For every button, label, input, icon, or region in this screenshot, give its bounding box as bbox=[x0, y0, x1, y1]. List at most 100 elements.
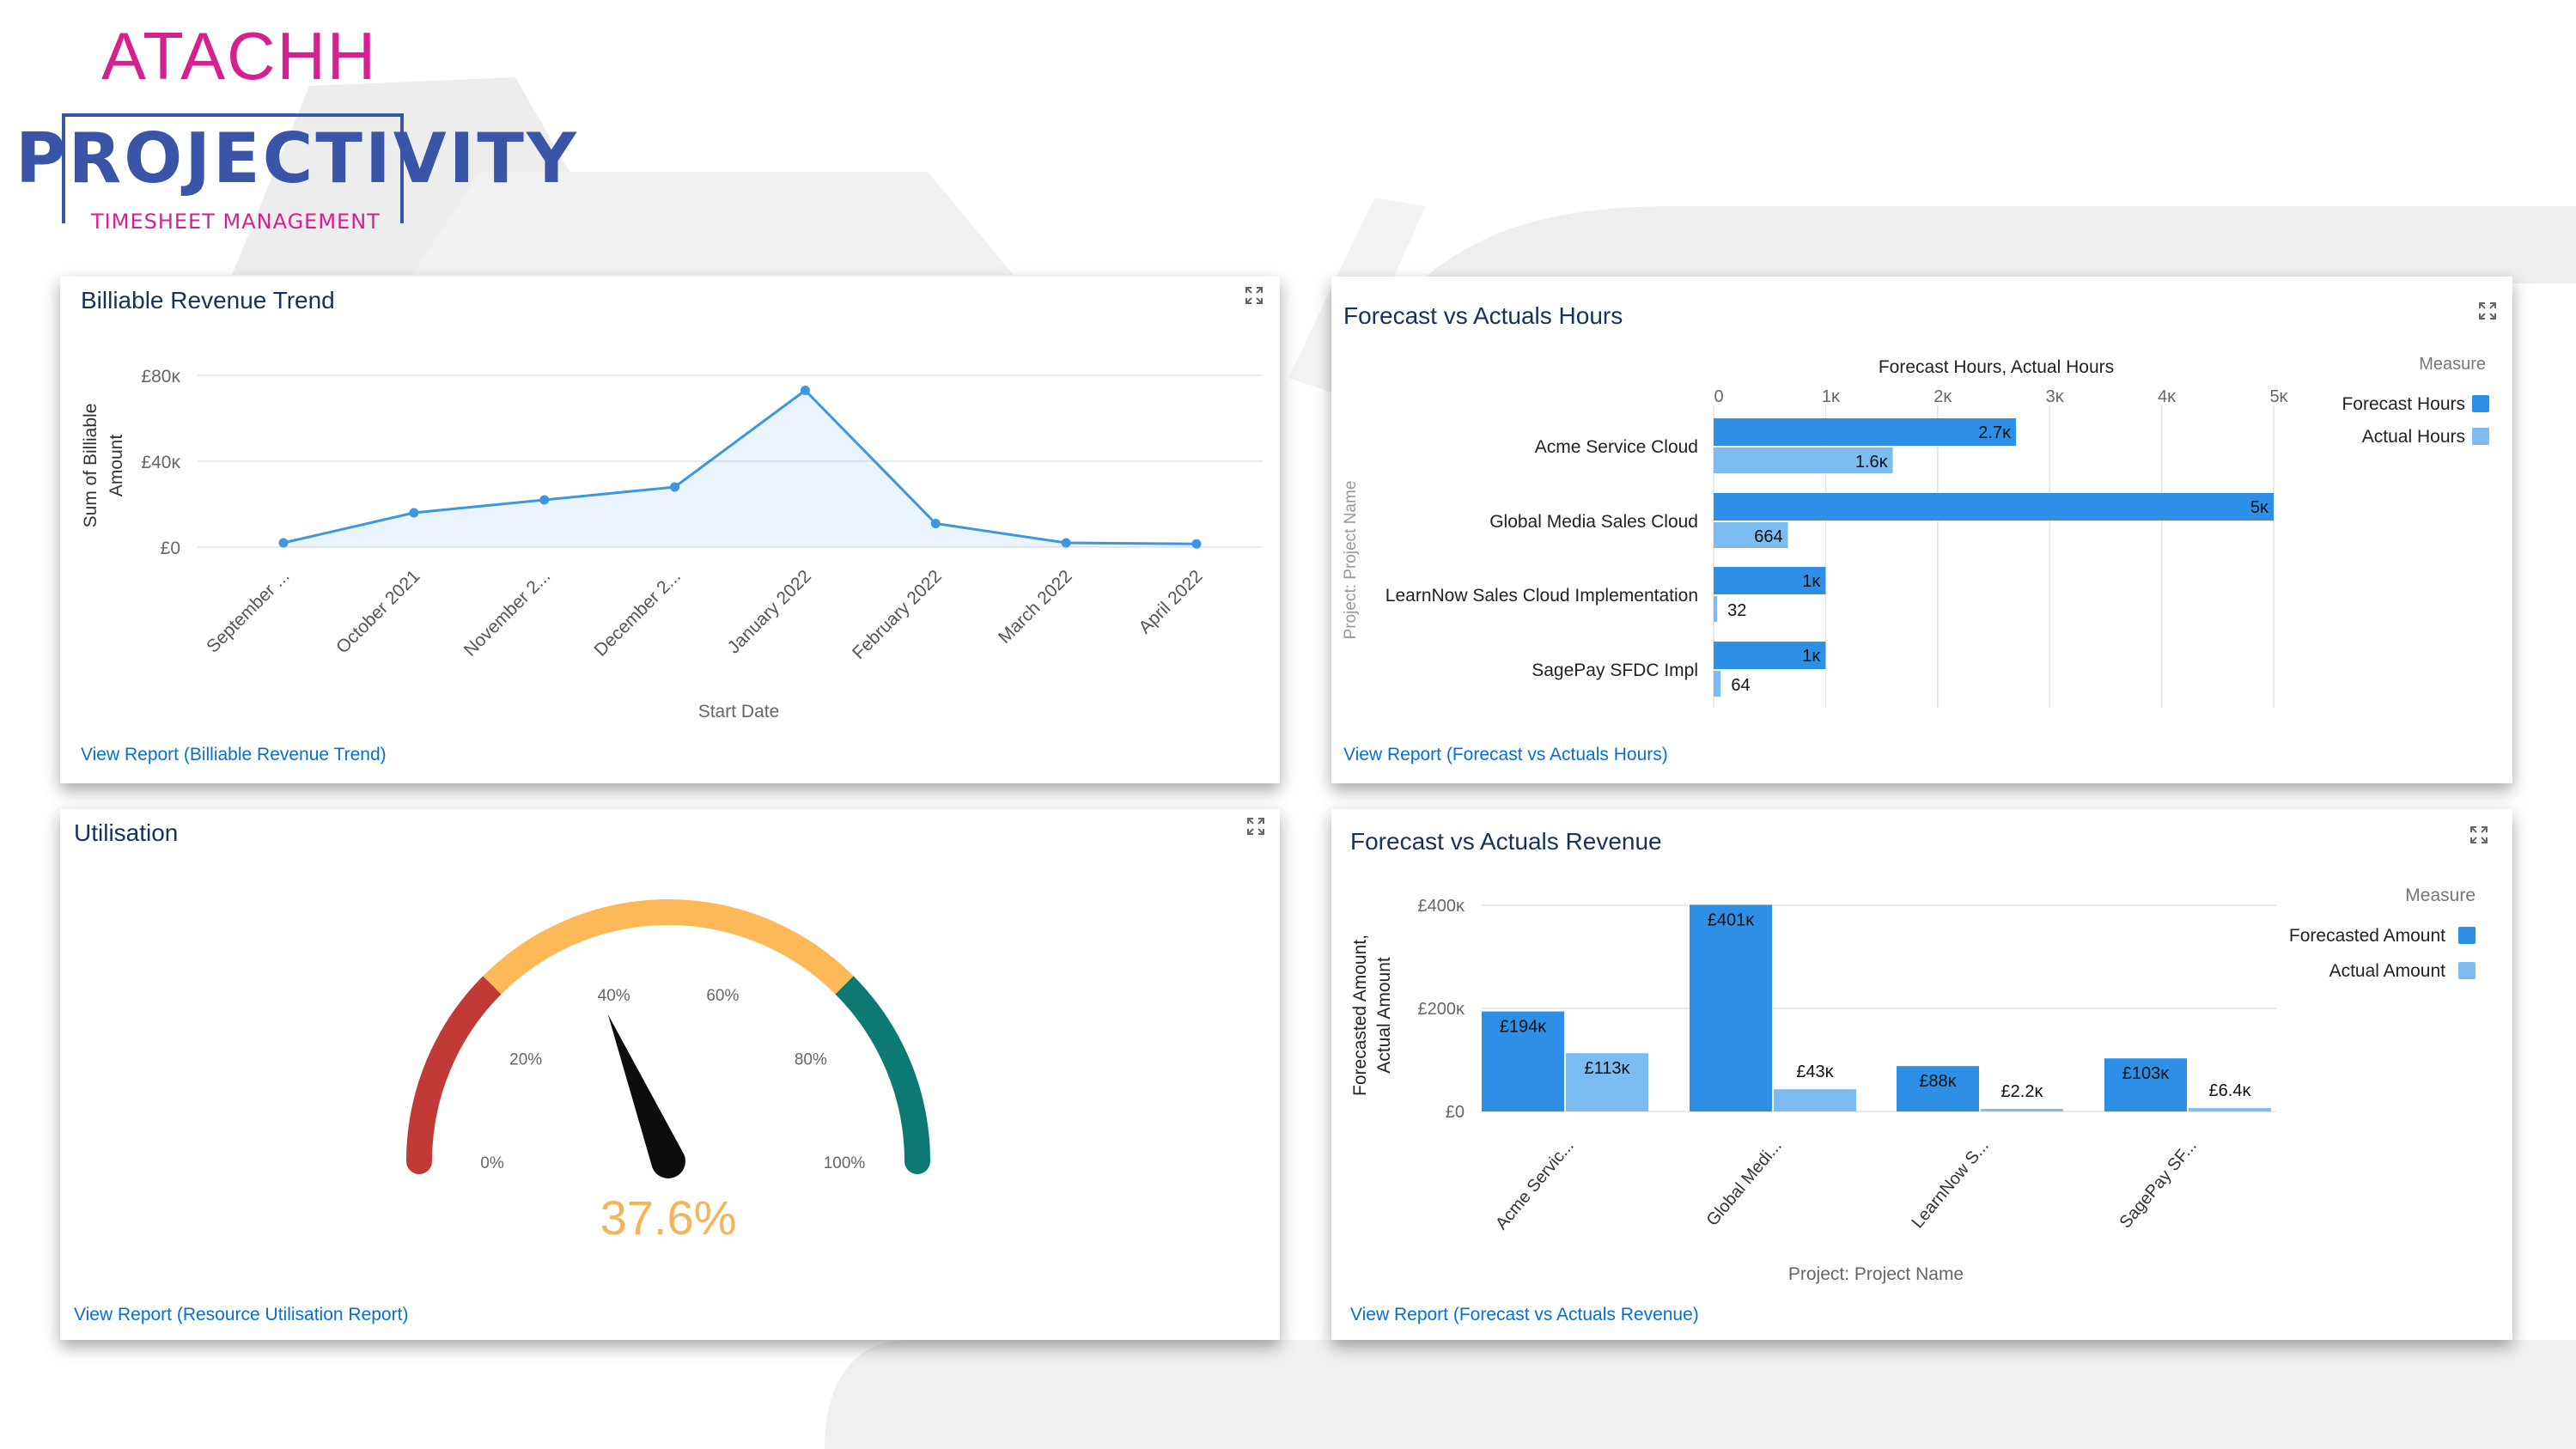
data-point bbox=[800, 386, 810, 395]
revenue-chart: £0 £200ĸ £400ĸ £194ĸ £113ĸ Acme Servic... £401… bbox=[1350, 886, 2476, 1284]
x-axis-title: Project: Project Name bbox=[1788, 1264, 1964, 1284]
data-point bbox=[539, 495, 550, 505]
bar-forecasted-amount bbox=[2104, 1058, 2187, 1111]
bar-value-label: £88ĸ bbox=[1919, 1072, 1957, 1091]
x-axis-title: Start Date bbox=[698, 702, 780, 721]
bar-value-label: £113ĸ bbox=[1584, 1059, 1630, 1078]
expand-icon[interactable] bbox=[2477, 301, 2498, 321]
legend-swatch bbox=[2458, 962, 2476, 979]
x-tick-label: February 2022 bbox=[849, 566, 946, 663]
legend-label: Forecasted Amount bbox=[2289, 926, 2445, 946]
bar-value-label: £6.4ĸ bbox=[2209, 1081, 2252, 1100]
gauge-tick bbox=[737, 936, 742, 946]
gauge-tick-label: 20% bbox=[509, 1051, 542, 1069]
data-point bbox=[670, 482, 680, 492]
bar-actual-hours bbox=[1714, 596, 1718, 622]
bar-actual-hours bbox=[1714, 522, 1788, 548]
y-tick-label: £400ĸ bbox=[1418, 897, 1465, 916]
gauge-tick-label: 100% bbox=[824, 1154, 866, 1172]
y-tick-label: £0 bbox=[161, 539, 180, 558]
utilisation-gauge: 0% 20% 40% 60% 80% 100% 37.6% bbox=[406, 899, 930, 1245]
bar-value-label: 1ĸ bbox=[1802, 572, 1821, 591]
bar-forecasted-amount bbox=[1897, 1066, 1979, 1111]
data-point bbox=[930, 519, 941, 528]
x-tick-label: Acme Servic... bbox=[1492, 1136, 1578, 1233]
y-tick-label: £200ĸ bbox=[1418, 1000, 1465, 1019]
gauge-tick bbox=[443, 1087, 453, 1093]
gauge-tick bbox=[528, 969, 536, 978]
product-tagline: TIMESHEET MANAGEMENT bbox=[91, 210, 381, 234]
legend-swatch bbox=[2472, 395, 2489, 412]
bar-value-label: £43ĸ bbox=[1796, 1062, 1834, 1081]
bar-value-label: £2.2ĸ bbox=[2001, 1082, 2044, 1101]
revenue-trend-report-link[interactable]: View Report (Billiable Revenue Trend) bbox=[81, 745, 387, 764]
revenue-report-link[interactable]: View Report (Forecast vs Actuals Revenue… bbox=[1350, 1305, 1699, 1324]
gauge-band bbox=[406, 976, 502, 1162]
x-tick-label: 0 bbox=[1714, 387, 1723, 406]
gauge-tick bbox=[884, 1087, 893, 1093]
utilisation-card: Utilisation 0% 20% 40% 60% 80% 100% 37.6% View… bbox=[60, 809, 1280, 1340]
x-tick-label: November 2... bbox=[460, 566, 555, 661]
y-axis-title-line1: Sum of Billiable bbox=[81, 404, 100, 528]
y-axis-title-line2: Actual Amount bbox=[1374, 957, 1394, 1074]
hours-card: Forecast vs Actuals Hours Forecast Hours… bbox=[1331, 277, 2512, 783]
revenue-trend-card: Billiable Revenue Trend £0 £40ĸ £80ĸ Septem… bbox=[60, 277, 1280, 783]
hours-title: Forecast vs Actuals Hours bbox=[1343, 302, 1623, 329]
category-label: Global Media Sales Cloud bbox=[1489, 512, 1698, 532]
x-tick-label: 4ĸ bbox=[2158, 387, 2177, 406]
x-tick-label: 2ĸ bbox=[1934, 387, 1952, 406]
category-label: Acme Service Cloud bbox=[1535, 437, 1698, 457]
bar-forecast-hours bbox=[1714, 567, 1826, 594]
legend-swatch bbox=[2458, 927, 2476, 944]
company-logo-text: ATACHH bbox=[101, 18, 378, 94]
revenue-title: Forecast vs Actuals Revenue bbox=[1350, 828, 1662, 855]
gauge-value-label: 37.6% bbox=[600, 1190, 737, 1245]
y-axis-title: Project: Project Name bbox=[1342, 481, 1360, 640]
utilisation-title: Utilisation bbox=[74, 819, 179, 846]
gauge-tick bbox=[851, 1021, 861, 1029]
legend-swatch bbox=[2472, 428, 2489, 445]
x-axis-title: Forecast Hours, Actual Hours bbox=[1879, 357, 2114, 377]
legend-label: Forecast Hours bbox=[2342, 394, 2465, 414]
legend-label: Actual Hours bbox=[2362, 427, 2465, 447]
y-tick-label: £80ĸ bbox=[141, 367, 180, 387]
logo-frame bbox=[62, 113, 404, 223]
gauge-needle bbox=[607, 1014, 685, 1178]
gauge-tick bbox=[476, 1021, 485, 1029]
bar-value-label: 64 bbox=[1731, 676, 1750, 695]
x-tick-label: Global Medi... bbox=[1703, 1136, 1786, 1230]
bar-value-label: 2.7ĸ bbox=[1978, 423, 2012, 442]
x-tick-label: October 2021 bbox=[332, 566, 423, 657]
legend-label: Actual Amount bbox=[2329, 961, 2446, 981]
legend-title: Measure bbox=[2405, 886, 2476, 905]
x-tick-label: April 2022 bbox=[1135, 566, 1206, 637]
expand-icon[interactable] bbox=[2469, 825, 2489, 845]
legend-title: Measure bbox=[2419, 355, 2486, 374]
gauge-tick-label: 40% bbox=[598, 987, 630, 1005]
gauge-tick-label: 60% bbox=[706, 987, 739, 1005]
brand-logo: ATACHH PROJECTIVITY TIMESHEET MANAGEMENT bbox=[15, 17, 576, 240]
bar-value-label: £194ĸ bbox=[1500, 1018, 1547, 1037]
bar-value-label: 1ĸ bbox=[1802, 647, 1821, 666]
bar-forecasted-amount bbox=[1482, 1011, 1564, 1111]
hours-report-link[interactable]: View Report (Forecast vs Actuals Hours) bbox=[1343, 745, 1668, 764]
bar-value-label: 664 bbox=[1754, 527, 1782, 546]
gauge-band bbox=[835, 976, 930, 1162]
expand-icon[interactable] bbox=[1245, 816, 1266, 837]
expand-icon[interactable] bbox=[1244, 285, 1264, 306]
data-point bbox=[1061, 538, 1071, 548]
y-tick-label: £40ĸ bbox=[141, 453, 180, 472]
y-tick-label: £0 bbox=[1446, 1103, 1465, 1122]
y-axis-title-line2: Amount bbox=[107, 435, 126, 497]
bar-actual-hours bbox=[1714, 447, 1893, 473]
x-tick-label: 5ĸ bbox=[2269, 387, 2288, 406]
utilisation-report-link[interactable]: View Report (Resource Utilisation Report… bbox=[74, 1305, 409, 1324]
x-tick-label: March 2022 bbox=[995, 566, 1076, 648]
gauge-cap-start bbox=[406, 1148, 432, 1174]
series-line bbox=[283, 388, 1197, 545]
data-point bbox=[278, 538, 289, 548]
x-tick-label: SagePay SF... bbox=[2116, 1136, 2201, 1232]
area-fill bbox=[283, 390, 1197, 547]
bar-actual-hours bbox=[1714, 671, 1721, 697]
gauge-tick-label: 80% bbox=[795, 1051, 827, 1069]
